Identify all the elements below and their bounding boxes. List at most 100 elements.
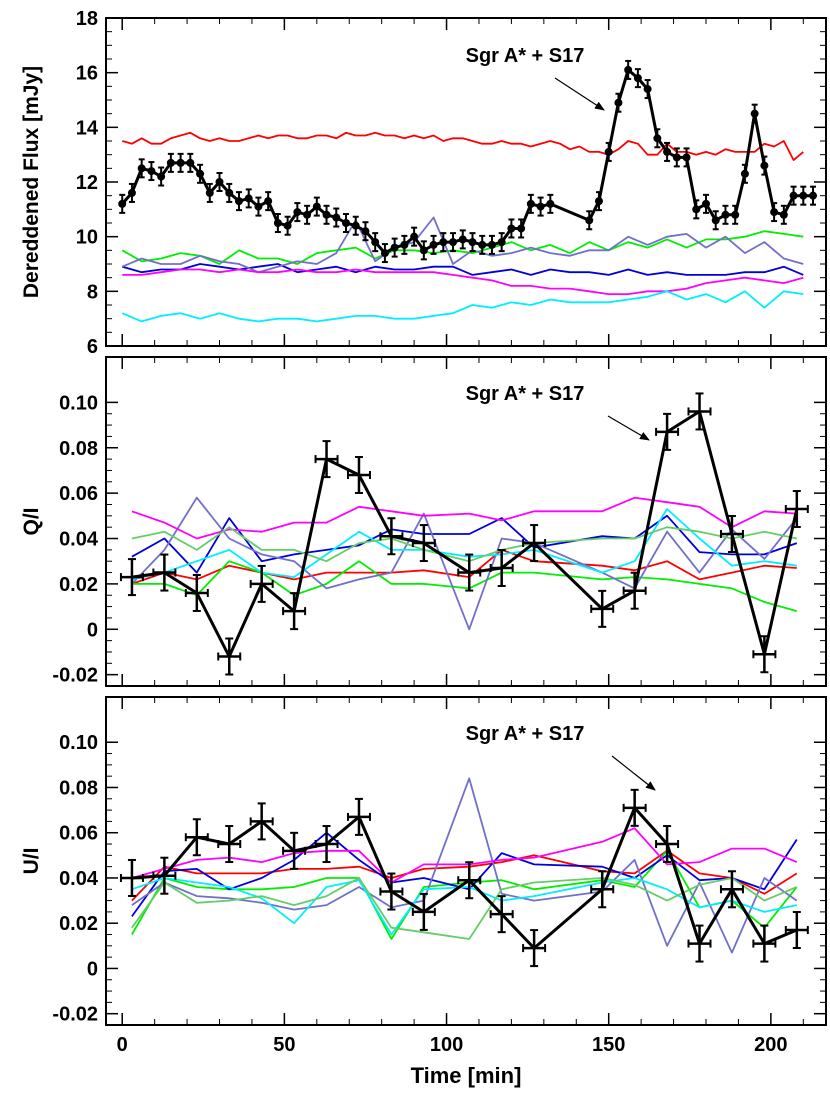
series-line-green	[131, 560, 798, 612]
x-tick-label: 50	[273, 1034, 295, 1056]
plot-frame	[105, 17, 827, 347]
series-line-magenta	[131, 827, 798, 884]
y-tick-label: 0.02	[59, 913, 98, 935]
data-point	[390, 243, 399, 252]
data-point	[176, 158, 185, 167]
data-point	[147, 167, 156, 176]
data-point	[770, 208, 779, 217]
y-tick-label: 10	[76, 227, 98, 249]
annotation-label: Sgr A* + S17	[466, 383, 585, 405]
data-point	[380, 249, 389, 258]
series-line-cyan	[121, 290, 804, 323]
series-line-slate	[121, 216, 804, 274]
annotation-label: Sgr A* + S17	[466, 723, 585, 745]
data-point	[439, 238, 448, 247]
data-point	[711, 216, 720, 225]
data-point	[740, 169, 749, 178]
data-point	[157, 172, 166, 181]
data-point	[536, 202, 545, 211]
plot-frame	[105, 356, 827, 687]
x-tick-label: 100	[430, 1034, 463, 1056]
data-point	[663, 147, 672, 156]
data-point	[468, 238, 477, 247]
data-point	[429, 240, 438, 249]
x-tick-label: 0	[117, 1034, 128, 1056]
data-point	[624, 65, 633, 74]
data-point	[234, 197, 243, 206]
series-line-black	[131, 806, 798, 950]
data-point	[215, 178, 224, 186]
data-point	[342, 219, 350, 227]
panel-2	[105, 356, 827, 687]
y-axis-label: Dereddened Flux [mJy]	[20, 66, 43, 298]
data-point	[273, 219, 282, 227]
data-point	[283, 221, 292, 230]
data-point	[585, 216, 594, 225]
y-axis-label: Q/I	[20, 507, 43, 535]
annotation-arrow	[554, 77, 605, 111]
data-point	[702, 199, 710, 208]
series-line-lightgreen	[131, 526, 797, 563]
y-tick-label: 0	[87, 619, 98, 641]
data-point	[118, 199, 127, 208]
data-point	[332, 213, 341, 222]
y-tick-label: 0	[87, 958, 98, 980]
data-point	[799, 191, 808, 200]
series-line-slate	[131, 496, 798, 631]
y-tick-label: 18	[76, 8, 98, 30]
series-line-cyan	[131, 877, 797, 936]
data-point	[809, 191, 818, 200]
series-line-blue	[131, 831, 798, 917]
data-point	[604, 147, 613, 156]
data-point	[633, 74, 642, 83]
data-point	[361, 227, 370, 236]
data-point	[186, 158, 195, 167]
data-point	[594, 197, 603, 206]
y-tick-label: 0.06	[59, 823, 98, 845]
data-point	[614, 98, 623, 107]
series-line-black	[131, 410, 799, 658]
series-group	[119, 392, 809, 676]
data-point	[478, 240, 487, 249]
data-point	[672, 153, 681, 162]
x-axis-label: Time [min]	[411, 1063, 522, 1088]
data-point	[449, 238, 458, 247]
data-point	[546, 199, 555, 208]
data-point	[244, 194, 253, 203]
data-point	[458, 235, 467, 244]
y-tick-label: 0.08	[59, 777, 98, 799]
annotation-arrow	[611, 755, 656, 791]
data-point	[750, 109, 759, 118]
series-line-blue	[131, 514, 798, 574]
data-point	[371, 238, 380, 247]
series-line-magenta	[131, 496, 797, 540]
data-point	[303, 210, 312, 219]
y-tick-label: 8	[87, 281, 98, 303]
data-point	[400, 240, 409, 249]
data-point	[225, 188, 234, 197]
y-tick-label: -0.02	[52, 1004, 98, 1026]
annotation-arrow	[607, 415, 650, 441]
data-point	[410, 232, 419, 241]
data-point	[293, 208, 302, 217]
y-tick-label: -0.02	[52, 665, 98, 687]
plot-frame	[105, 696, 827, 1026]
series-line-lightgreen	[131, 877, 798, 940]
series-line-black	[121, 68, 813, 255]
panel-3	[105, 696, 827, 1026]
series-line-blue	[121, 263, 804, 276]
data-point	[692, 205, 701, 214]
x-tick-label: 150	[592, 1034, 625, 1056]
y-tick-label: 0.10	[59, 732, 98, 754]
y-tick-label: 0.02	[59, 574, 98, 596]
series-line-magenta	[122, 268, 804, 296]
y-tick-label: 0.04	[59, 868, 99, 890]
data-point	[653, 134, 662, 143]
series-group	[118, 59, 818, 323]
data-point	[196, 169, 205, 178]
data-point	[779, 210, 788, 219]
data-point	[312, 202, 321, 211]
data-point	[760, 161, 769, 170]
y-tick-label: 0.10	[59, 392, 98, 414]
